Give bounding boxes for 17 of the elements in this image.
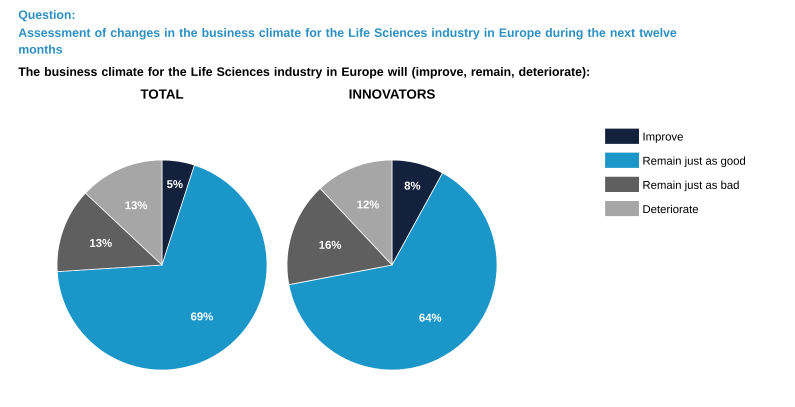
legend-label: Improve bbox=[644, 132, 683, 143]
chart-title: INNOVATORS bbox=[350, 89, 435, 99]
chart-title: TOTAL bbox=[140, 89, 184, 99]
data-label: 69% bbox=[190, 312, 213, 320]
data-label: 5% bbox=[166, 180, 183, 188]
data-label: 64% bbox=[419, 314, 442, 322]
data-label: 12% bbox=[357, 200, 380, 208]
text: The business climate for the Life Sciences industry in Europe will (improve, remain, deteriorate): bbox=[18, 67, 589, 78]
legend-label: Remain just as good bbox=[643, 156, 746, 168]
data-label: 8% bbox=[404, 182, 420, 190]
text: Assessment of changes in the business climate for the Life Sciences industry in Europe during the next twelve months bbox=[18, 28, 676, 54]
data-label: 13% bbox=[126, 201, 148, 210]
legend-label: Remain just as bad bbox=[643, 180, 739, 192]
text: Question: bbox=[18, 10, 74, 22]
data-label: 13% bbox=[90, 238, 112, 247]
data-label: 16% bbox=[319, 240, 342, 249]
legend-label: Deteriorate bbox=[643, 204, 698, 214]
